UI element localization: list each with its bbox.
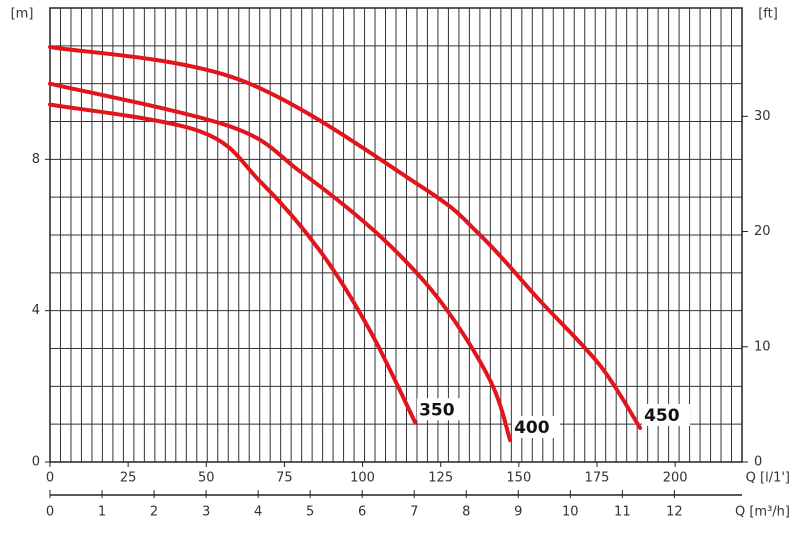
x2-tick-label: 2 [150, 505, 158, 520]
y-tick-label: 4 [32, 303, 40, 318]
curve-label: 400 [514, 418, 550, 438]
y2-tick-label: 10 [754, 339, 771, 354]
x2-tick-label: 1 [98, 505, 106, 520]
x2-tick-label: 3 [202, 505, 210, 520]
x-tick-label: 125 [428, 471, 453, 486]
y2-tick-label: 30 [754, 109, 771, 124]
x-tick-label: 75 [276, 471, 293, 486]
x2-tick-label: 5 [306, 505, 314, 520]
x2-tick-label: 10 [562, 505, 579, 520]
x2-tick-label: 4 [254, 505, 262, 520]
x-tick-label: 175 [585, 471, 610, 486]
curve [48, 81, 513, 443]
curve-label-bg [642, 403, 691, 426]
x2-tick-label: 11 [614, 505, 631, 520]
x-tick-label: 25 [120, 471, 137, 486]
y-tick-label: 8 [32, 152, 40, 167]
x-tick-label: 0 [46, 471, 54, 486]
x2-axis-label: Q [m³/h] [735, 505, 790, 520]
y2-axis-label: [ft] [758, 7, 778, 22]
x2-tick-label: 7 [410, 505, 418, 520]
x-axis-label: Q [l/1'] [746, 471, 790, 486]
x2-tick-label: 12 [666, 505, 683, 520]
curve-label: 350 [419, 400, 455, 420]
y2-tick-label: 0 [754, 455, 762, 470]
curve [48, 44, 643, 430]
curve-label: 450 [644, 406, 680, 426]
curve-label-bg [417, 398, 466, 421]
curve-label-bg [512, 416, 561, 439]
x-tick-label: 200 [663, 471, 688, 486]
x-tick-label: 50 [198, 471, 215, 486]
x2-tick-label: 9 [514, 505, 522, 520]
x-tick-label: 100 [350, 471, 375, 486]
curve [48, 102, 418, 425]
x-tick-label: 150 [506, 471, 531, 486]
x2-tick-label: 8 [462, 505, 470, 520]
x2-tick-label: 0 [46, 505, 54, 520]
x2-tick-label: 6 [358, 505, 366, 520]
y2-tick-label: 20 [754, 224, 771, 239]
y-axis-label: [m] [11, 7, 34, 22]
y-tick-label: 0 [32, 455, 40, 470]
